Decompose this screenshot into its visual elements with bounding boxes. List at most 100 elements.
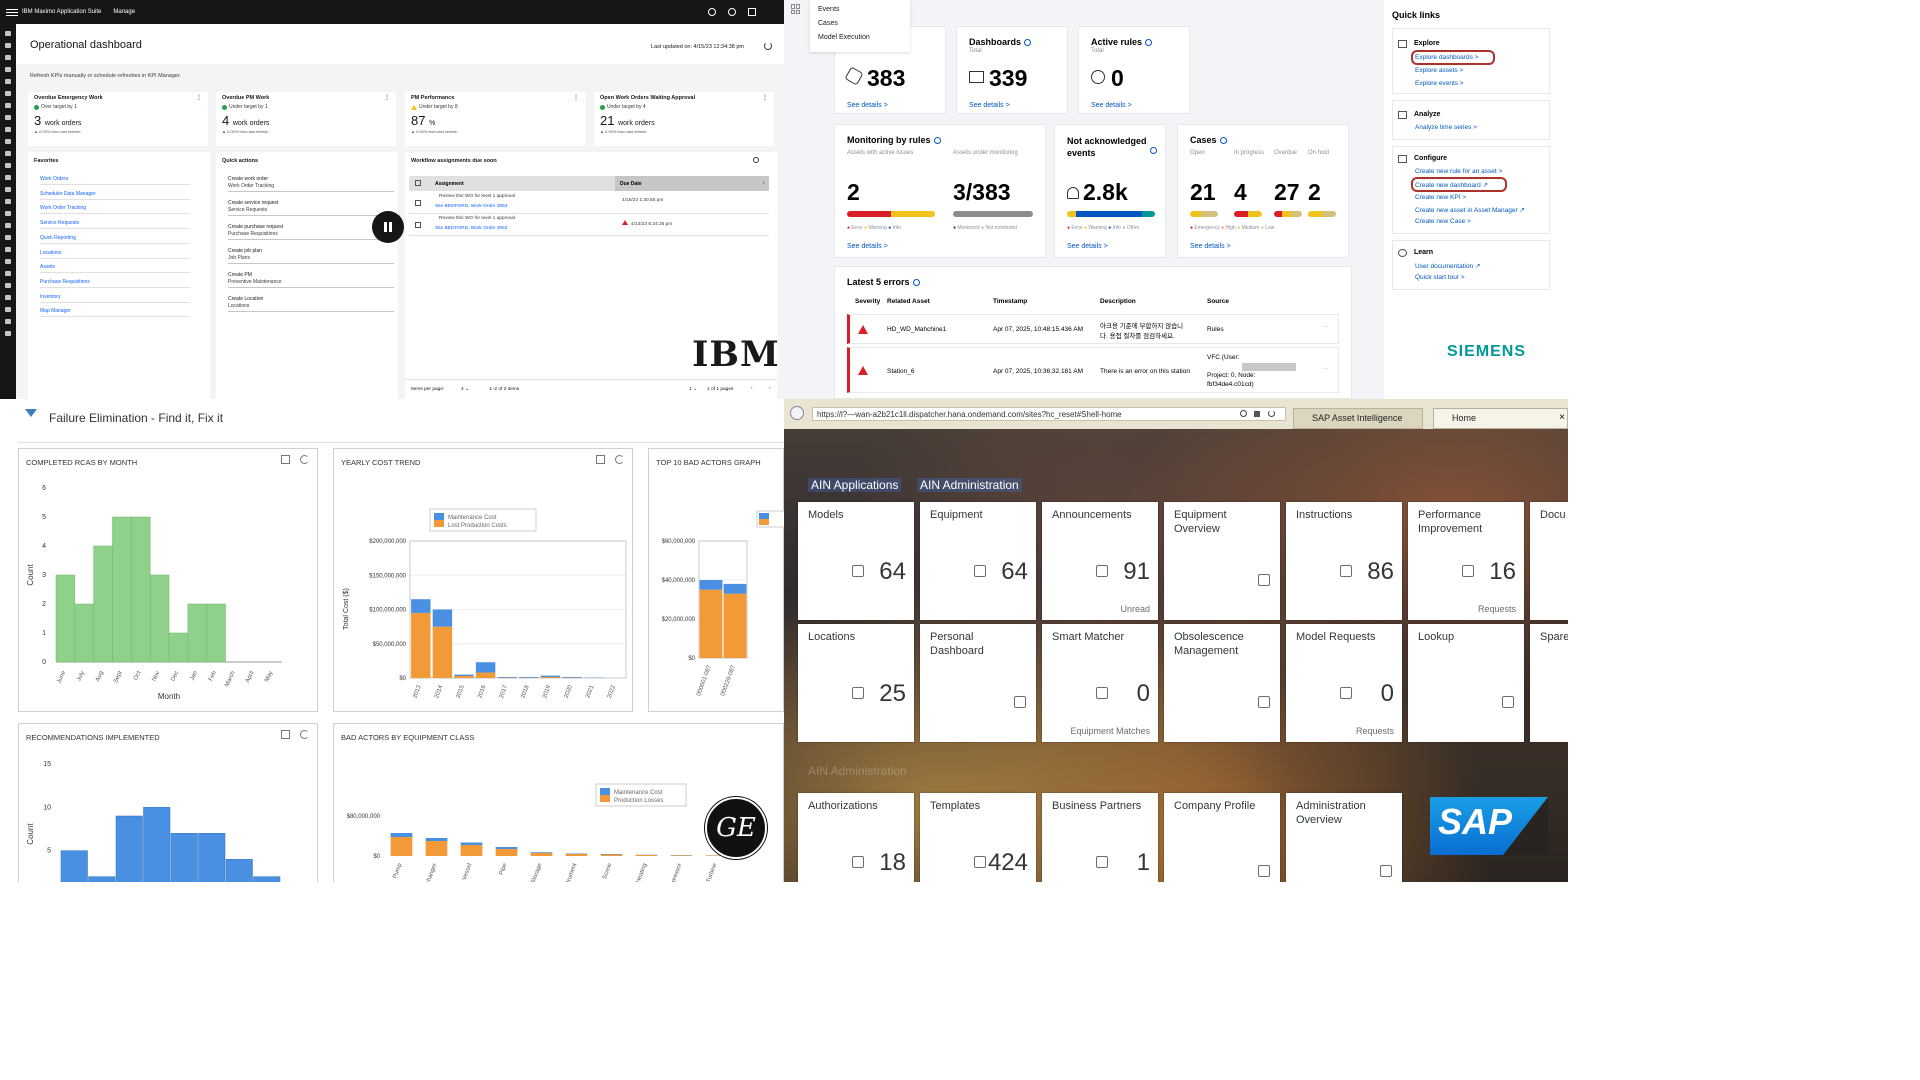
info-icon[interactable] [933,137,941,145]
explore-dashboards-link[interactable]: Explore dashboards > [1415,54,1479,61]
tile-performance-improvement[interactable]: Performance Improvement 16 Requests [1408,502,1524,620]
nav-icon[interactable] [5,259,11,264]
quick-start-tour-link[interactable]: Quick start tour > [1415,274,1465,281]
create-rule-link[interactable]: Create new rule for an asset > [1415,168,1503,175]
column-due-date[interactable]: Due Date ↓ [615,176,769,191]
bar-segment[interactable] [530,853,553,856]
bar-segment[interactable] [497,676,517,678]
quick-action[interactable]: Create PM Preventive Maintenance [228,272,394,288]
bar-segment[interactable] [390,833,413,837]
table-row[interactable]: Review this WO for level 1 approval Site … [409,192,769,214]
overflow-menu-icon[interactable]: ⋮ [384,95,390,101]
tile-equipment[interactable]: Equipment 64 [920,502,1036,620]
bar-segment[interactable] [475,662,496,673]
search-icon[interactable] [5,31,11,36]
bar-segment[interactable] [390,837,413,856]
bar-segment[interactable] [432,626,453,678]
home-icon[interactable] [5,43,11,48]
tile-personal-dashboard[interactable]: Personal Dashboard [920,624,1036,742]
tile-model-requests[interactable]: Model Requests 0 Requests [1286,624,1402,742]
address-bar[interactable]: https://l?—wan-a2b21c1ll.dispatcher.hana… [812,407,1286,421]
kpi-card[interactable]: Open Work Orders Waiting Approval ⋮ Under … [594,92,774,146]
group-ain-administration[interactable]: AIN Administration [917,478,1022,492]
menu-item-events[interactable]: Events [818,6,840,13]
nav-icon[interactable] [5,223,11,228]
bar-segment[interactable] [600,854,623,857]
bar-segment[interactable] [425,841,448,856]
overflow-menu-icon[interactable]: ⋮ [196,95,202,101]
favorite-link[interactable]: Quick Reporting [40,235,190,244]
see-details-link[interactable]: See details > [847,102,888,109]
nav-icon[interactable] [5,91,11,96]
bar-segment[interactable] [699,589,723,658]
quick-action[interactable]: Create Location Locations [228,296,394,312]
tab-home[interactable]: Home × [1433,408,1568,429]
expand-icon[interactable] [596,455,605,464]
bar[interactable] [143,807,171,882]
help-icon[interactable] [708,8,716,16]
info-icon[interactable] [1219,137,1227,145]
refresh-icon[interactable] [764,42,772,50]
items-per-page-select[interactable]: 4 ⌄ [461,387,470,392]
page-select[interactable]: 1 ⌄ [689,387,698,392]
nav-icon[interactable] [5,295,11,300]
bar[interactable] [253,876,281,882]
prev-page-icon[interactable]: ‹ [751,386,753,391]
see-details-link[interactable]: See details > [1091,102,1132,109]
tile-business-partners[interactable]: Business Partners 1 [1042,793,1158,882]
row-checkbox[interactable] [415,200,421,206]
overflow-menu-icon[interactable]: ⋮ [573,95,579,101]
bar[interactable] [93,545,113,663]
quick-action[interactable]: Create job plan Job Plans [228,248,394,264]
menu-item-cases[interactable]: Cases [818,20,838,27]
bar[interactable] [60,850,88,882]
more-icon[interactable]: ··· [1322,323,1329,330]
info-icon[interactable] [912,279,920,287]
quick-action[interactable]: Create work order Work Order Tracking [228,176,394,192]
bar[interactable] [112,516,132,663]
nav-icon[interactable] [5,235,11,240]
sort-icon[interactable]: ↓ [762,180,766,186]
bar-segment[interactable] [723,593,747,658]
bar[interactable] [55,574,76,663]
row-checkbox[interactable] [415,222,421,228]
tile-obsolescence-management[interactable]: Obsolescence Management [1164,624,1280,742]
nav-icon[interactable] [5,283,11,288]
nav-icon[interactable] [5,103,11,108]
bar[interactable] [88,876,116,882]
explore-assets-link[interactable]: Explore assets > [1415,67,1464,74]
bar-segment[interactable] [460,842,483,846]
back-button[interactable] [790,406,804,420]
nav-icon[interactable] [5,187,11,192]
pause-button[interactable] [372,211,404,243]
tile-spare[interactable]: Spare [1530,624,1568,742]
group-ain-applications[interactable]: AIN Applications [808,478,902,492]
favorite-link[interactable]: Work Orders [40,176,190,185]
module-name[interactable]: Manage [113,9,136,15]
bar-segment[interactable] [562,676,582,678]
create-dashboard-link[interactable]: Create new dashboard ↗ [1415,182,1489,189]
bar[interactable] [187,603,207,663]
bar[interactable] [74,603,94,663]
app-grid-icon[interactable] [791,4,801,14]
next-page-icon[interactable]: › [769,386,771,391]
nav-icon[interactable] [5,79,11,84]
kpi-card[interactable]: Overdue PM Work ⋮ Under target by 1 4 work … [216,92,396,146]
bar[interactable] [115,815,143,882]
see-details-link[interactable]: See details > [847,243,888,250]
nav-icon[interactable] [5,199,11,204]
kpi-card[interactable]: Overdue Emergency Work ⋮ Over target by 1 3… [28,92,208,146]
create-asset-link[interactable]: Create new asset in Asset Manager ↗ [1415,207,1525,214]
assignment-link[interactable]: Site BEDFORD, Work Order 3953 [435,204,508,209]
create-case-link[interactable]: Create new Case > [1415,218,1471,225]
see-details-link[interactable]: See details > [1067,243,1108,250]
tile-company-profile[interactable]: Company Profile [1164,793,1280,882]
bar-segment[interactable] [460,845,483,856]
bar-segment[interactable] [635,855,658,856]
nav-icon[interactable] [5,67,11,72]
bar-segment[interactable] [530,852,553,853]
create-kpi-link[interactable]: Create new KPI > [1415,194,1467,201]
error-row[interactable]: HD_WD_Mahchine1 Apr 07, 2025, 10:48:15.4… [847,314,1339,344]
tile-instructions[interactable]: Instructions 86 [1286,502,1402,620]
bar-segment[interactable] [670,855,693,856]
